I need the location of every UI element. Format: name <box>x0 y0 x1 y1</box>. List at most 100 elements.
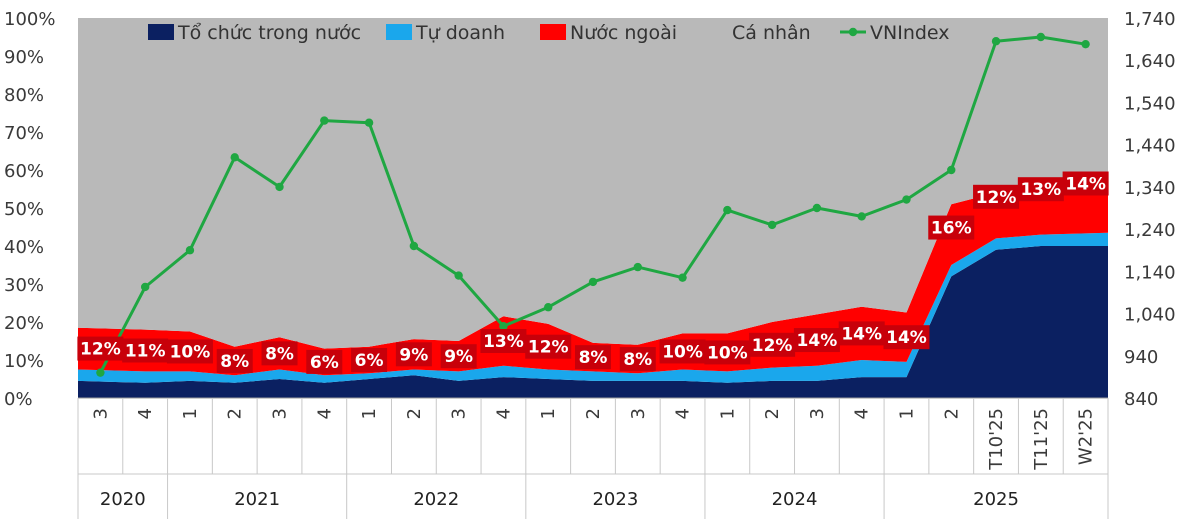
data-label: 14% <box>883 325 930 350</box>
y-right-tick-label: 1,040 <box>1124 305 1176 326</box>
x-tick-label: 1 <box>717 408 738 419</box>
data-label-text: 8% <box>579 348 608 368</box>
x-tick-label: 3 <box>807 408 828 419</box>
x-tick-label: 1 <box>897 408 918 419</box>
y-left-tick-label: 100% <box>4 9 55 30</box>
data-label-bg <box>351 348 388 372</box>
data-label-bg <box>77 336 124 361</box>
data-label-text: 16% <box>931 219 972 239</box>
data-label: 13% <box>480 329 527 353</box>
vnindex-point <box>588 277 598 287</box>
data-label: 8% <box>261 341 298 366</box>
x-tick-label: 2 <box>404 408 425 419</box>
legend-label: Tổ chức trong nước <box>177 22 361 44</box>
data-label-bg <box>883 325 930 350</box>
data-label: 6% <box>306 349 343 374</box>
vnindex-point <box>140 282 150 292</box>
y-left-tick-label: 0% <box>4 389 33 410</box>
data-label: 11% <box>122 338 169 363</box>
y-right-tick-label: 1,540 <box>1124 93 1176 114</box>
x-tick-label: 3 <box>270 408 291 419</box>
x-tick-label: 1 <box>180 408 201 419</box>
data-label: 10% <box>166 339 213 364</box>
legend-swatch <box>386 24 412 40</box>
data-label: 12% <box>77 336 124 361</box>
data-label-bg <box>216 348 253 373</box>
data-label: 14% <box>838 321 885 346</box>
legend-label: VNIndex <box>870 22 950 44</box>
data-label-bg <box>619 347 656 372</box>
data-label-bg <box>575 345 611 370</box>
data-label-bg <box>749 332 796 357</box>
y-left-tick-label: 50% <box>4 199 44 220</box>
data-label: 12% <box>525 334 572 359</box>
y-right-tick-label: 840 <box>1124 389 1158 410</box>
vnindex-point <box>454 271 463 280</box>
legend-item: Tổ chức trong nước <box>148 22 361 44</box>
vnindex-point <box>1081 39 1090 49</box>
data-label: 14% <box>1062 171 1109 196</box>
x-tick-label: 4 <box>314 408 335 419</box>
data-label-text: 12% <box>752 336 793 356</box>
data-label: 12% <box>973 184 1020 209</box>
legend-swatch <box>540 24 566 40</box>
data-label: 10% <box>659 339 706 364</box>
x-tick-label: 4 <box>852 408 873 419</box>
vnindex-point <box>678 273 687 282</box>
data-label-text: 8% <box>220 352 249 372</box>
legend-label: Nước ngoài <box>570 22 677 44</box>
data-label-bg <box>704 340 751 365</box>
y-right-tick-label: 1,640 <box>1124 51 1176 72</box>
y-right-tick-label: 1,340 <box>1124 178 1176 199</box>
year-label: 2022 <box>413 489 459 510</box>
y-right-tick-label: 1,140 <box>1124 262 1176 283</box>
data-label: 8% <box>216 348 253 373</box>
vnindex-point <box>1036 32 1046 42</box>
year-label: 2024 <box>772 489 818 510</box>
y-left-tick-label: 90% <box>4 47 44 68</box>
data-label: 16% <box>928 215 975 240</box>
vnindex-point <box>991 37 1001 46</box>
y-right-tick-label: 1,740 <box>1124 9 1176 30</box>
x-tick-label: T10'25 <box>986 408 1007 471</box>
vnindex-point <box>230 153 239 162</box>
data-label-text: 14% <box>841 324 882 344</box>
x-tick-label: 3 <box>90 408 111 419</box>
y-left-tick-label: 70% <box>4 123 44 144</box>
data-label-bg <box>261 341 298 366</box>
data-label-text: 13% <box>1020 180 1061 200</box>
vnindex-point <box>409 241 419 251</box>
data-label-text: 12% <box>528 338 569 358</box>
vnindex-point <box>499 322 508 331</box>
data-label-bg <box>122 338 169 363</box>
vnindex-point <box>320 116 329 125</box>
legend-item: VNIndex <box>840 22 950 44</box>
y-left-tick-label: 10% <box>4 351 44 372</box>
legend-item: Nước ngoài <box>540 22 677 44</box>
data-label: 13% <box>1017 177 1064 202</box>
data-label-bg <box>440 344 477 369</box>
legend-label: Tự doanh <box>415 22 505 44</box>
vnindex-point <box>767 220 777 230</box>
data-label-text: 10% <box>662 342 703 362</box>
legend-swatch <box>702 24 728 40</box>
data-label-text: 13% <box>483 332 524 352</box>
data-label-bg <box>395 342 432 367</box>
data-label: 14% <box>793 328 840 353</box>
legend-label: Cá nhân <box>732 22 811 44</box>
data-label-bg <box>166 339 213 364</box>
data-label-text: 8% <box>265 344 294 364</box>
data-label: 6% <box>351 348 388 372</box>
data-label-bg <box>973 184 1020 209</box>
data-label-text: 9% <box>444 347 473 367</box>
x-tick-label: 4 <box>135 408 156 419</box>
data-label-bg <box>838 321 885 346</box>
data-label-text: 10% <box>170 342 211 362</box>
data-label-bg <box>928 215 975 240</box>
x-tick-label: 3 <box>628 408 649 419</box>
legend-item: Cá nhân <box>702 22 811 44</box>
data-label: 8% <box>575 345 611 370</box>
data-label-text: 12% <box>80 340 121 360</box>
vnindex-point <box>364 118 374 127</box>
